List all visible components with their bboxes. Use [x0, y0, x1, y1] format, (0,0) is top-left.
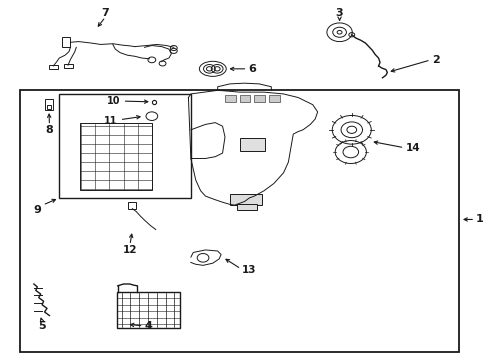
Bar [239, 138, 264, 151]
Text: 10: 10 [106, 96, 120, 106]
Bar [46, 105, 51, 109]
Text: 13: 13 [242, 265, 256, 275]
Bar [229, 194, 261, 205]
Bar [80, 123, 152, 190]
Bar [224, 95, 235, 102]
Text: 12: 12 [122, 245, 137, 255]
Text: 14: 14 [405, 143, 419, 153]
Bar [254, 95, 264, 102]
Bar [268, 95, 279, 102]
Text: 2: 2 [431, 55, 439, 65]
Text: 1: 1 [475, 215, 483, 224]
Bar [64, 64, 73, 68]
Text: 9: 9 [33, 206, 41, 216]
Bar [117, 292, 180, 328]
Text: 6: 6 [248, 64, 256, 74]
Text: 11: 11 [104, 116, 118, 126]
Text: 3: 3 [335, 8, 343, 18]
Text: 4: 4 [144, 321, 152, 331]
Bar [61, 37, 70, 47]
Bar [128, 202, 136, 210]
Bar [44, 99, 53, 110]
Bar [239, 95, 250, 102]
Bar [59, 94, 190, 198]
Text: 7: 7 [102, 8, 109, 18]
Bar [20, 90, 458, 352]
Text: 8: 8 [45, 125, 53, 135]
Bar [237, 204, 256, 211]
Bar [49, 64, 58, 69]
Text: 5: 5 [38, 321, 46, 331]
